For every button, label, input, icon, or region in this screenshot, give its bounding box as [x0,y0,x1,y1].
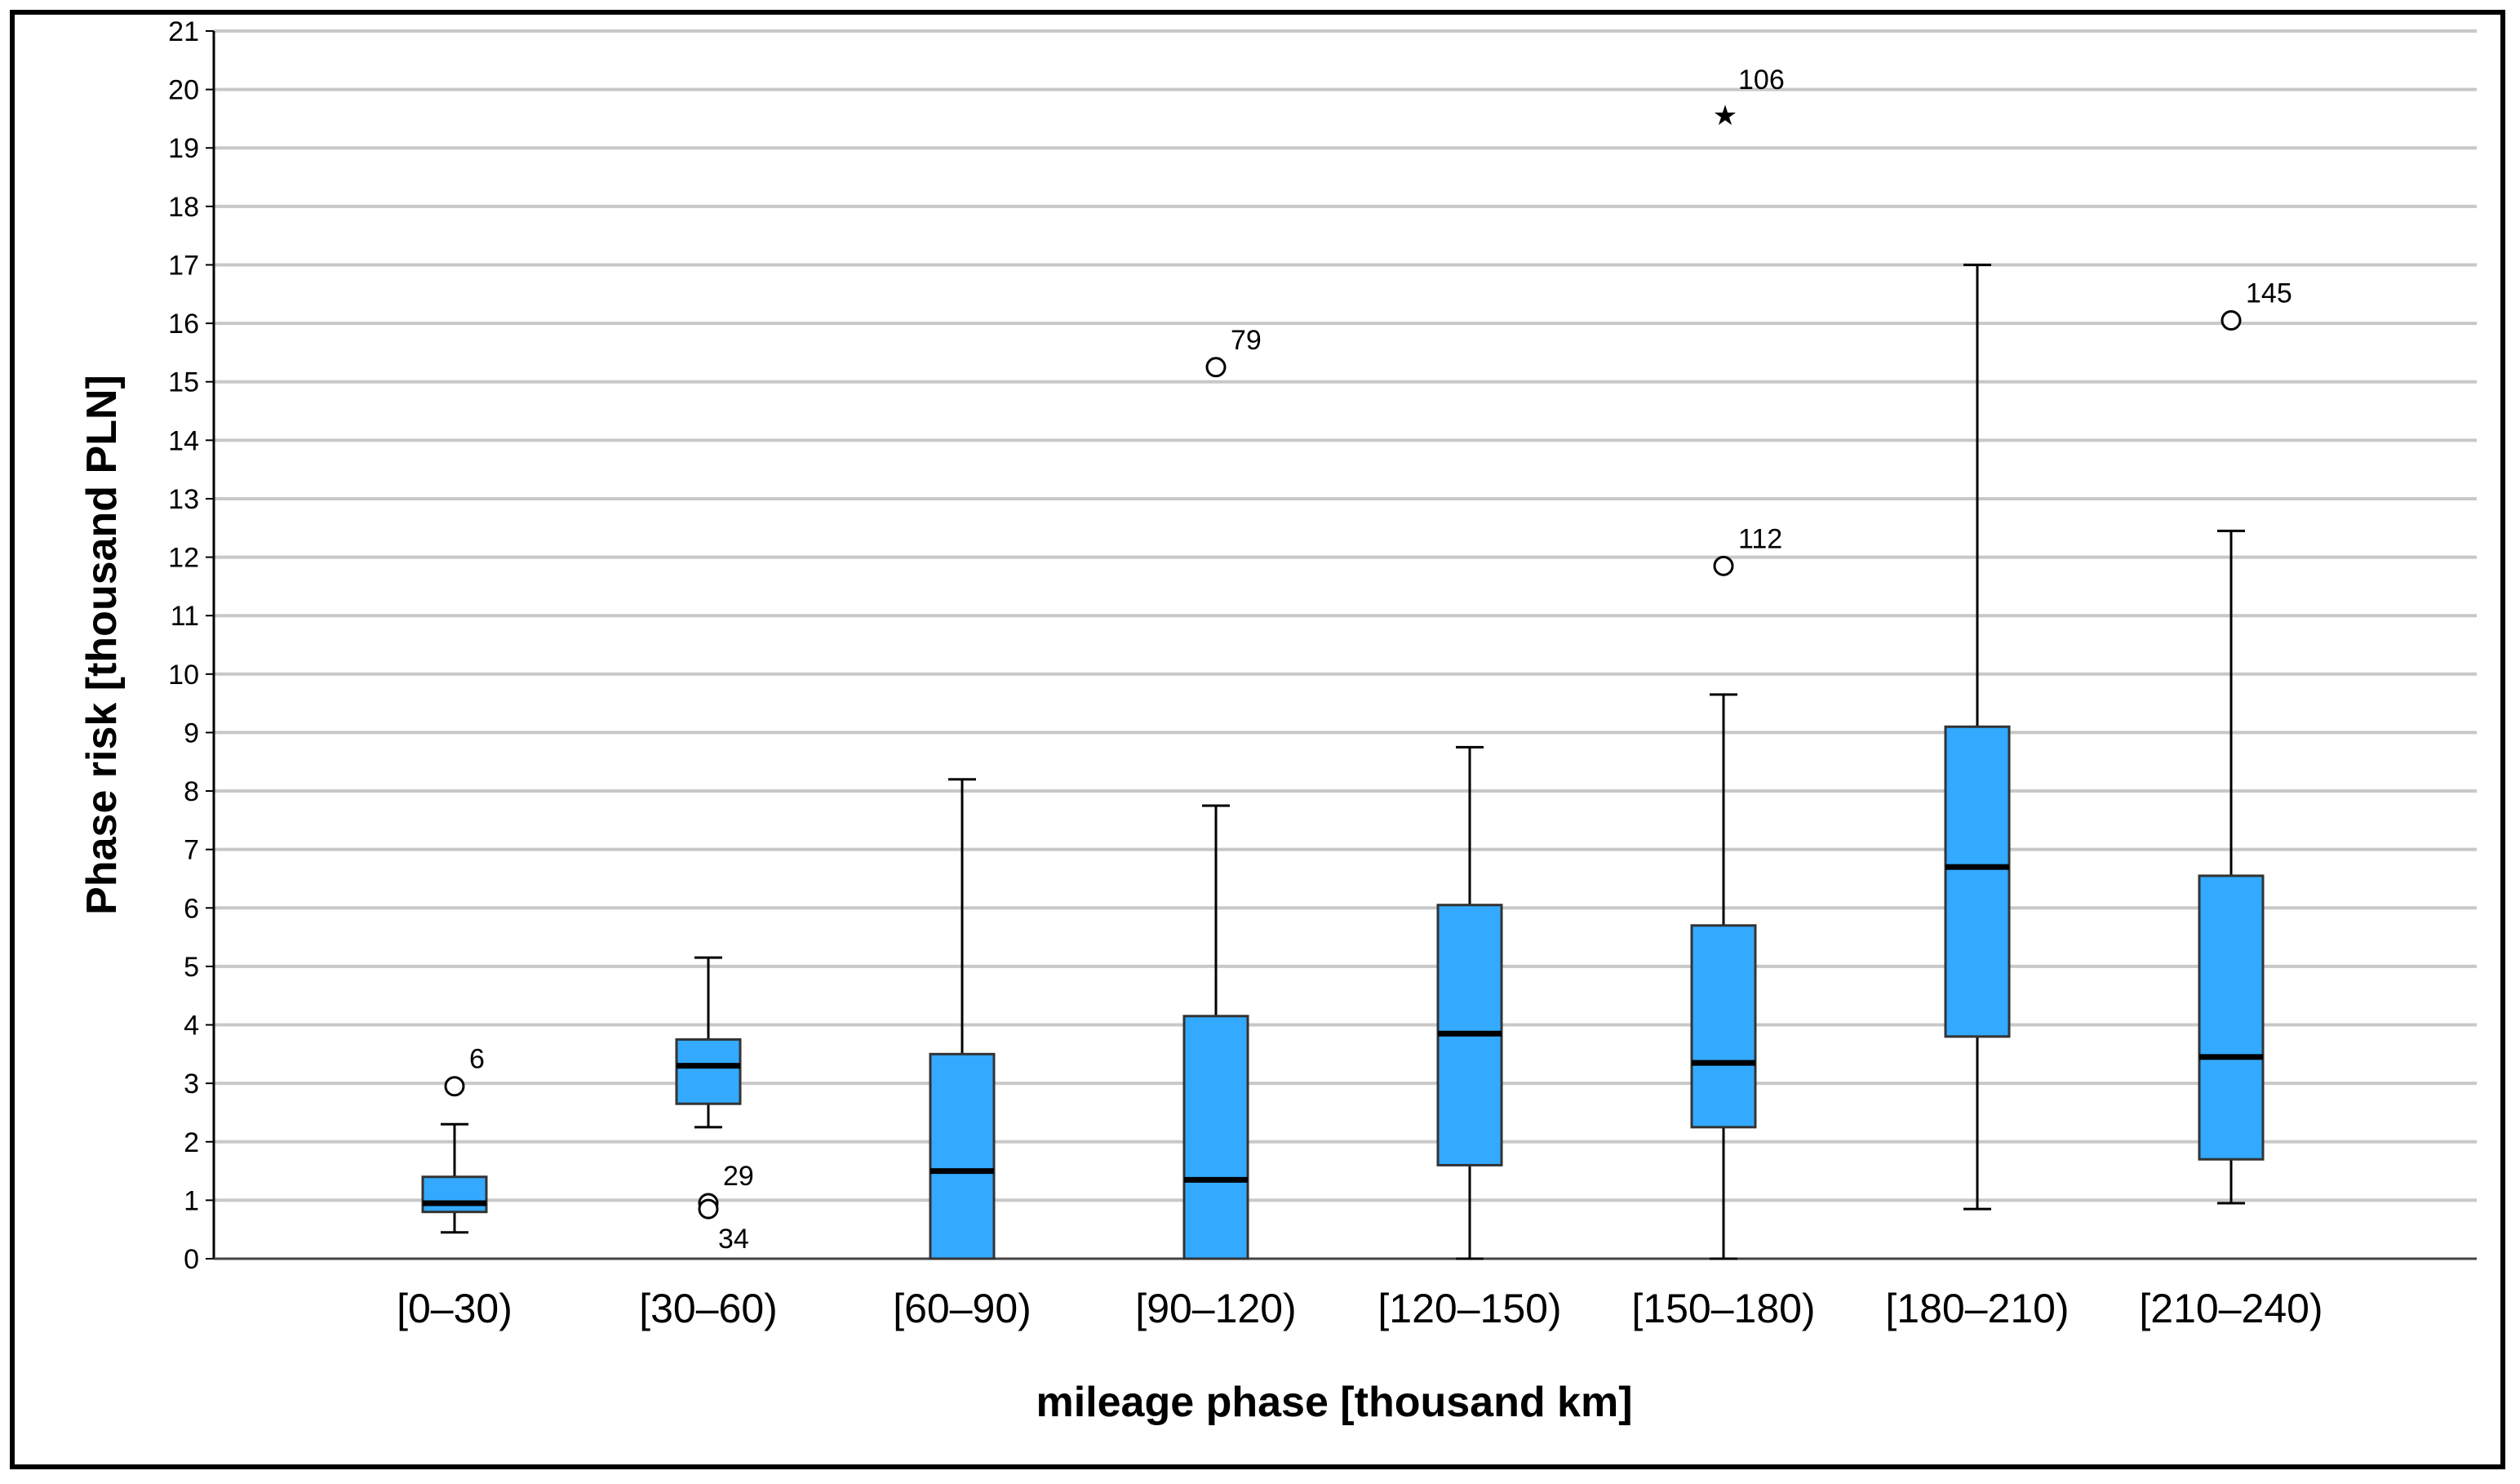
y-tick-label: 7 [184,835,199,866]
outlier-label: 145 [2246,278,2292,309]
box-iqr [1690,924,1757,1129]
y-tick-label: 20 [168,75,199,106]
extreme-outlier-star: ★ [1713,100,1737,132]
outlier-circle [2221,310,2242,331]
category-label: [120–150) [1378,1286,1561,1331]
box-iqr [929,1052,996,1260]
box-iqr [421,1175,488,1214]
box-group [929,778,996,1260]
y-tick-label: 16 [168,309,199,340]
category-label: [60–90) [893,1286,1032,1331]
y-tick-label: 5 [184,952,199,983]
y-axis-title: Phase risk [thousand PLN] [78,375,126,915]
category-label: [150–180) [1631,1286,1815,1331]
category-label: [180–210) [1885,1286,2069,1331]
outlier-label: 29 [723,1161,754,1192]
y-tick-label: 4 [184,1011,199,1042]
box-group [1944,263,2011,1211]
y-tick-label: 6 [184,893,199,924]
x-axis-title: mileage phase [thousand km] [1036,1379,1632,1426]
y-tick-label: 17 [168,250,199,281]
category-label: [210–240) [2139,1286,2323,1331]
outlier-label: 34 [718,1224,749,1255]
outlier-label: 112 [1738,523,1782,554]
box-group [1182,357,1249,1260]
category-label: [30–60) [639,1286,778,1331]
outlier-label: 106 [1738,64,1785,96]
y-tick-label: 18 [168,192,199,223]
y-tick-label: 21 [168,16,199,47]
box-iqr [2198,874,2265,1161]
outlier-circle [444,1076,465,1097]
y-tick-label: 0 [184,1244,199,1275]
y-tick-label: 10 [168,660,199,691]
y-tick-label: 15 [168,367,199,398]
y-tick-label: 1 [184,1185,199,1216]
label-layer: [0–30) 6 [30–60) 29 34 [60–90) [90–120) 79 [120–… [397,64,2323,1331]
grid-layer [214,29,2477,1202]
y-tick-label: 3 [184,1069,199,1100]
chart-frame [10,10,2505,1469]
outlier-circle [1713,555,1734,576]
y-tick-label: 13 [168,484,199,515]
box-iqr [1944,725,2011,1038]
outlier-label: 6 [469,1044,485,1075]
outlier-label: 79 [1231,325,1262,356]
box-group: ★ [1690,100,1757,1260]
y-tick-label: 12 [168,543,199,574]
box-iqr [1182,1015,1249,1260]
box-iqr [675,1037,742,1105]
box-group [675,956,742,1220]
y-tick-label: 2 [184,1127,199,1158]
y-tick-label: 19 [168,133,199,164]
category-label: [0–30) [397,1286,512,1331]
box-group [2198,310,2265,1205]
outlier-circle [1205,357,1227,378]
box-group [1436,745,1503,1260]
y-tick-label: 11 [171,601,199,632]
y-tick-label: 14 [168,425,199,456]
box-group [421,1076,488,1234]
category-label: [90–120) [1135,1286,1296,1331]
outlier-circle [698,1198,719,1220]
y-tick-label: 9 [184,718,199,749]
y-tick-label: 8 [184,776,199,807]
box-layer: ★ [421,100,2265,1260]
